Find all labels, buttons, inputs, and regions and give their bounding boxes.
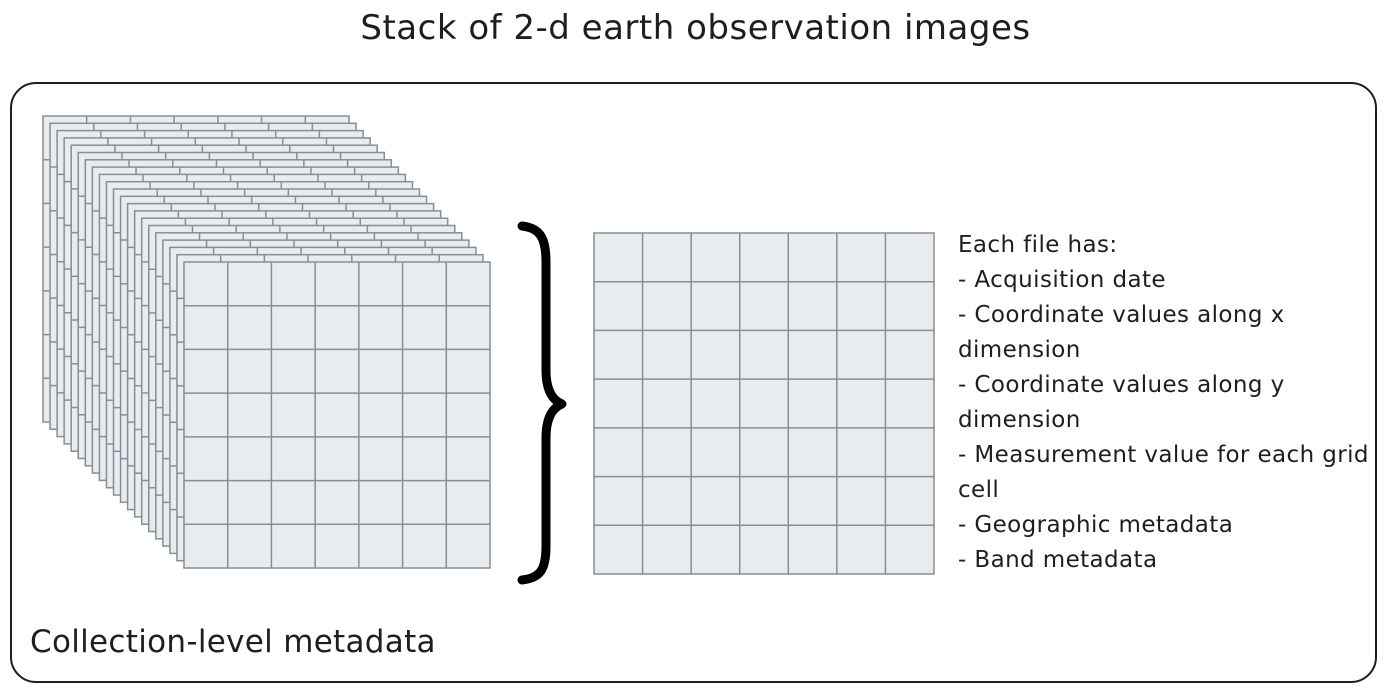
file-info-item: - Acquisition date [958,267,1166,293]
single-image-layer [593,232,935,575]
file-info-item: - Coordinate values along y dimension [958,372,1285,433]
file-info-item: - Measurement value for each grid cell [958,442,1369,503]
single-image-grid [593,232,935,575]
image-stack [42,115,491,569]
grid-border [183,261,491,569]
diagram-title: Stack of 2-d earth observation images [360,8,1031,48]
curly-brace-icon [517,221,567,585]
grid-border [593,232,935,575]
file-info-text: Each file has: - Acquisition date - Coor… [958,228,1378,578]
file-info-item: - Band metadata [958,547,1158,573]
file-info-heading: Each file has: [958,232,1118,258]
file-info-item: - Coordinate values along x dimension [958,302,1285,363]
collection-frame [10,82,1377,683]
stacked-image-layer [183,261,491,569]
collection-level-metadata-label: Collection-level metadata [30,624,436,660]
file-info-item: - Geographic metadata [958,512,1234,538]
